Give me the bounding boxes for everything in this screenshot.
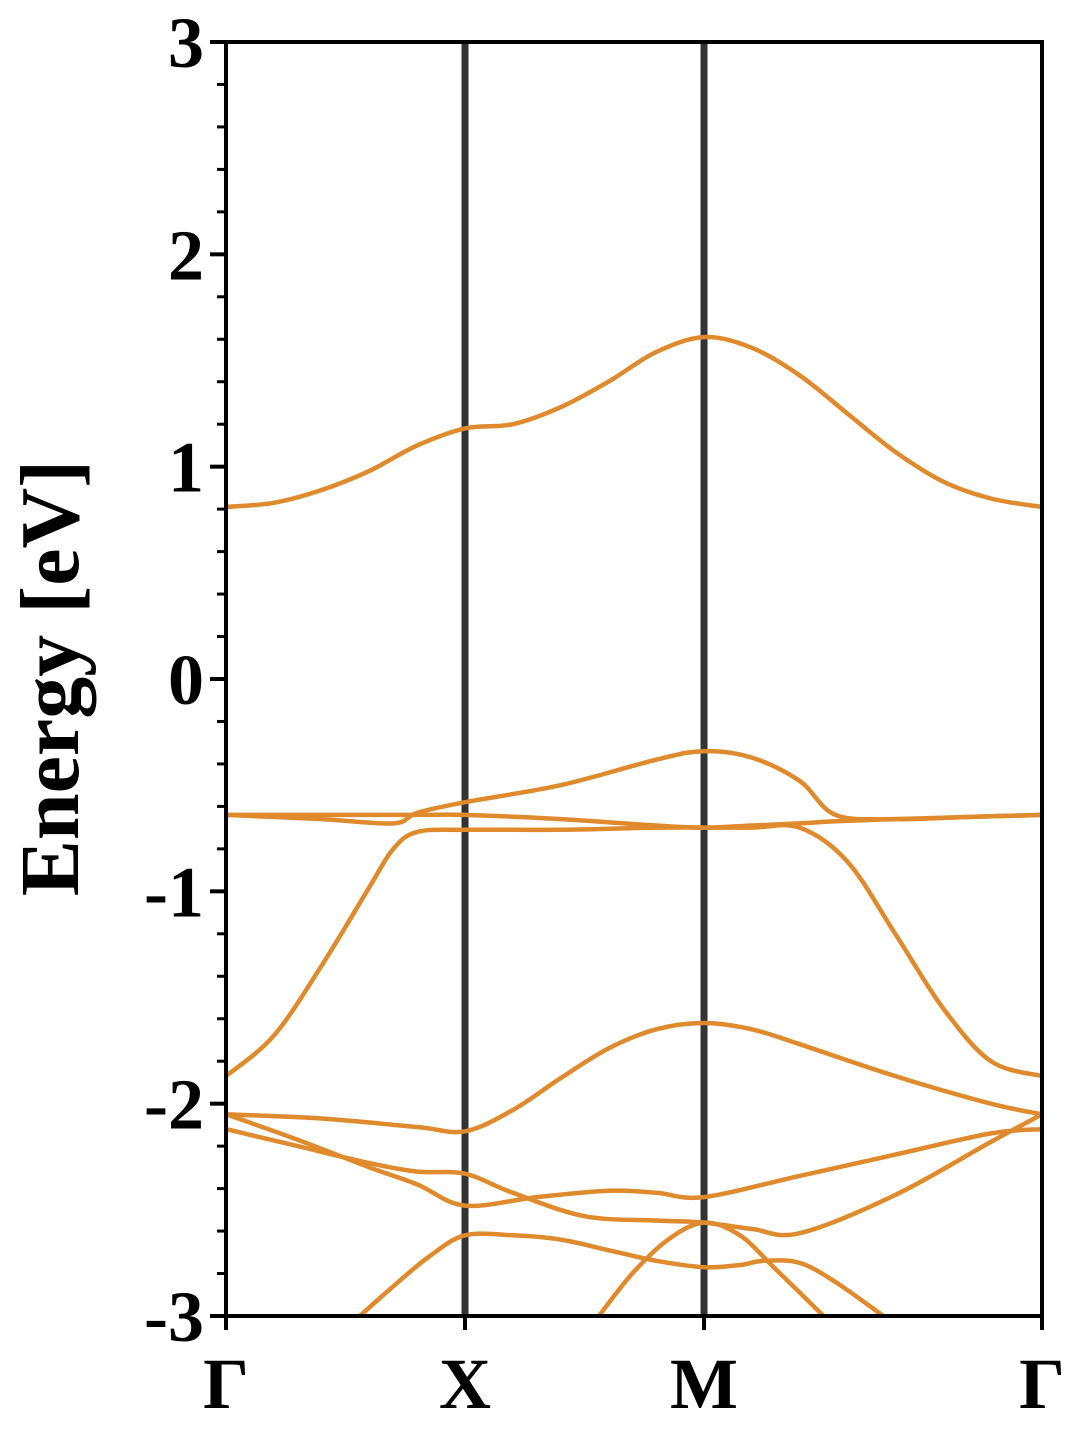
y-tick-label: 3 (168, 3, 204, 83)
band-7 (226, 1112, 1042, 1238)
y-tick-label: -2 (144, 1065, 204, 1145)
band-1 (226, 334, 1042, 510)
band-3 (226, 748, 1042, 826)
y-axis-tick-labels: 3 2 1 0 -1 -2 -3 (144, 3, 204, 1357)
band-9 (596, 1220, 826, 1316)
band-curves (226, 334, 1042, 1316)
band-4 (226, 822, 1042, 1079)
x-tick-label-Γ: Γ (1019, 1344, 1065, 1424)
y-axis-ticks (210, 40, 226, 1318)
high-symmetry-lines (461, 42, 708, 1316)
band-6 (226, 1112, 1042, 1209)
band-5 (226, 1020, 1042, 1135)
y-tick-label: -1 (144, 852, 204, 932)
x-tick-label-M: M (670, 1344, 738, 1424)
x-tick-label-Γ: Γ (203, 1344, 249, 1424)
y-tick-label: 1 (168, 428, 204, 508)
y-tick-label: 0 (168, 640, 204, 720)
y-axis-label: Energy [eV] (4, 460, 97, 896)
plot-frame (224, 40, 1044, 1318)
band-8 (357, 1231, 886, 1316)
x-axis-ticks (224, 1316, 1044, 1330)
y-tick-label: 2 (168, 215, 204, 295)
y-tick-label: -3 (144, 1277, 204, 1357)
x-tick-label-X: X (439, 1344, 491, 1424)
